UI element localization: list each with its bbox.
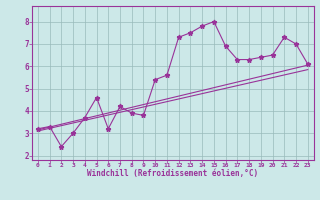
X-axis label: Windchill (Refroidissement éolien,°C): Windchill (Refroidissement éolien,°C) [87, 169, 258, 178]
